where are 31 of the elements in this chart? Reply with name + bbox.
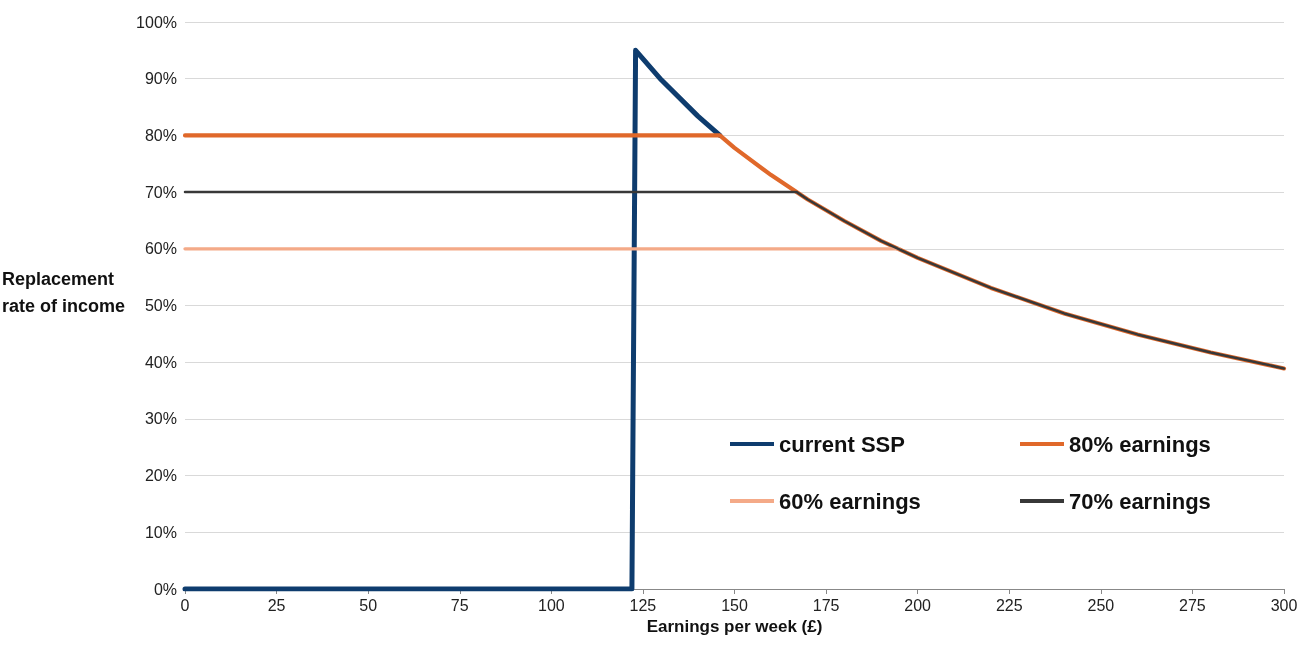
x-tick-label: 275 xyxy=(1179,596,1206,614)
y-tick-label: 20% xyxy=(144,467,177,485)
x-tick-label: 200 xyxy=(904,596,932,614)
x-tick-label: 175 xyxy=(812,596,840,614)
x-tick-label: 50 xyxy=(359,596,378,614)
y-tick-label: 100% xyxy=(136,13,177,31)
y-tick-label: 0% xyxy=(153,580,177,598)
x-tick-label: 225 xyxy=(995,596,1023,614)
x-tick-label: 0 xyxy=(180,596,190,614)
x-tick-label: 150 xyxy=(721,596,748,614)
x-tick-label: 75 xyxy=(450,596,469,614)
line-series xyxy=(183,190,1286,370)
x-tick-label: 25 xyxy=(267,596,286,614)
legend-label: 70% earnings xyxy=(1069,488,1211,514)
y-tick-label: 10% xyxy=(144,523,177,541)
x-tick-label: 250 xyxy=(1087,596,1115,614)
y-tick-label: 60% xyxy=(144,240,177,258)
y-tick-label: 80% xyxy=(144,126,177,144)
x-axis-title: Earnings per week (£) xyxy=(646,616,823,636)
y-tick-label: 40% xyxy=(144,353,177,371)
y-tick-label: 30% xyxy=(144,410,177,428)
x-tick-label: 100 xyxy=(537,596,565,614)
y-tick-label: 50% xyxy=(144,297,177,314)
legend-label: 80% earnings xyxy=(1069,431,1211,457)
y-axis-title: Replacement rate of income xyxy=(2,268,126,316)
x-tick-label: 300 xyxy=(1270,596,1298,614)
y-tick-label: 70% xyxy=(144,183,177,201)
legend-label: 60% earnings xyxy=(779,488,921,514)
x-tick-label: 125 xyxy=(629,596,657,614)
legend-label: current SSP xyxy=(779,431,905,457)
y-tick-label: 90% xyxy=(144,70,177,88)
